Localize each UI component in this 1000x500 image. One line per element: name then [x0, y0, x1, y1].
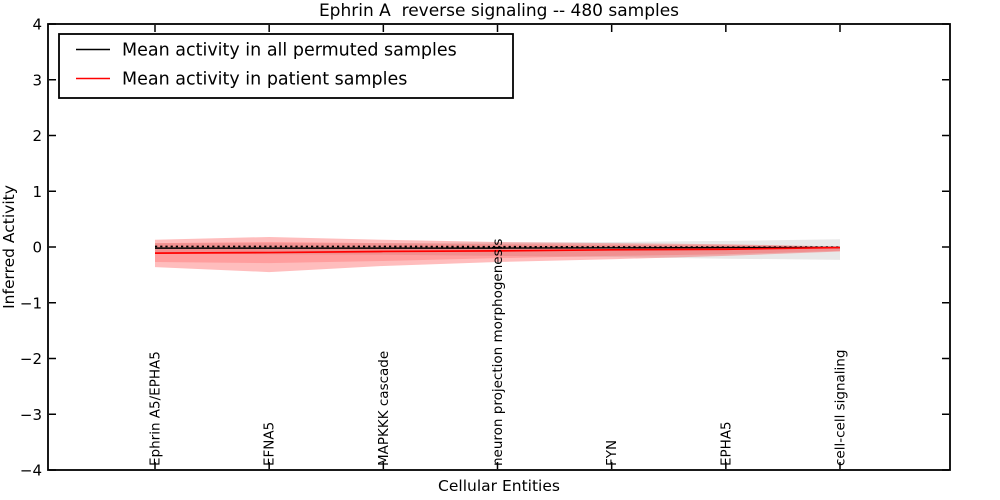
series-line-solid-red [154, 246, 841, 254]
legend-label-permuted: Mean activity in all permuted samples [122, 41, 457, 61]
series-line-solid-black [155, 246, 840, 249]
x-tick-labels: Ephrin A5/EPHA5 EFNA5 MAPKKK cascade neuron… [148, 239, 849, 466]
x-axis-label: Cellular Entities [438, 477, 560, 495]
y-tick-label: −2 [20, 350, 42, 368]
x-tick-label: neuron projection morphogenesis [490, 239, 506, 466]
y-tick-label: −3 [20, 406, 42, 424]
legend: Mean activity in all permuted samples Me… [58, 33, 514, 99]
x-tick-label: EPHA5 [718, 421, 734, 466]
patient-samples-outer-band [155, 236, 840, 273]
y-tick-label: −1 [20, 294, 42, 312]
y-tick-label: 2 [32, 127, 42, 145]
permuted-samples-std-band [155, 239, 840, 260]
legend-box [58, 33, 514, 99]
y-tick-label: 3 [32, 71, 42, 89]
y-axis-label: Inferred Activity [0, 185, 18, 309]
series-lines [154, 245, 841, 254]
y-tick-label: 4 [32, 16, 42, 34]
x-tick-label: EFNA5 [262, 422, 278, 466]
y-tick-label: −4 [20, 462, 42, 480]
x-tick-label: FYN [604, 440, 620, 466]
x-tick-label: cell-cell signaling [833, 350, 849, 466]
x-tick-label: Ephrin A5/EPHA5 [148, 351, 164, 466]
y-tick-labels: 4 3 2 1 0 −1 −2 −3 −4 [20, 16, 42, 480]
axis-ticks [49, 23, 949, 471]
y-tick-label: 0 [32, 239, 42, 257]
y-tick-label: 1 [32, 183, 42, 201]
x-tick-label: MAPKKK cascade [376, 351, 392, 466]
chart-title: Ephrin A reverse signaling -- 480 sample… [319, 1, 679, 21]
legend-label-patient: Mean activity in patient samples [122, 70, 407, 90]
plot-frame [47, 23, 951, 471]
